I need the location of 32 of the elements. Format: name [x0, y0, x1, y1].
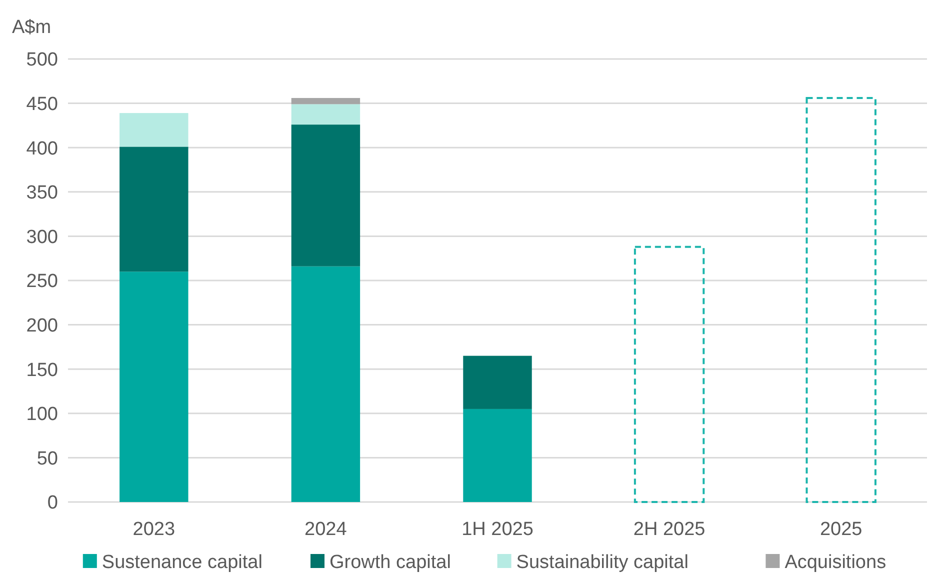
- bar: [120, 146, 188, 272]
- y-tick-label: 400: [26, 138, 58, 160]
- legend-label: Acquisitions: [784, 552, 886, 573]
- legend-label: Growth capital: [330, 552, 451, 573]
- y-tick-label: 200: [26, 315, 58, 336]
- x-tick-label: 2H 2025: [633, 519, 706, 540]
- y-tick-label: 0: [47, 492, 58, 514]
- y-tick-label: 150: [26, 360, 58, 381]
- x-tick-label: 1H 2025: [462, 519, 534, 540]
- y-tick-label: 450: [26, 94, 58, 115]
- legend-label: Sustainability capital: [516, 552, 688, 573]
- bar: [120, 272, 188, 502]
- y-tick-label: 100: [26, 404, 58, 426]
- y-tick-label: 500: [26, 50, 58, 71]
- x-tick-label: 2024: [304, 519, 348, 540]
- y-axis-title: A$m: [12, 17, 52, 38]
- y-tick-label: 300: [26, 226, 58, 248]
- bar: [291, 266, 360, 502]
- y-tick-label: 250: [26, 271, 58, 292]
- bar: [120, 113, 188, 147]
- bar: [806, 96, 876, 503]
- bar: [291, 98, 360, 104]
- bar: [291, 104, 360, 125]
- x-tick-label: 2025: [820, 519, 862, 540]
- legend-label: Sustenance capital: [102, 552, 262, 573]
- bar: [634, 246, 705, 503]
- y-tick-label: 350: [26, 182, 58, 204]
- bar: [463, 408, 532, 502]
- bar: [291, 124, 360, 266]
- y-tick-label: 50: [36, 448, 58, 470]
- bar: [463, 356, 532, 409]
- x-tick-label: 2023: [132, 519, 176, 540]
